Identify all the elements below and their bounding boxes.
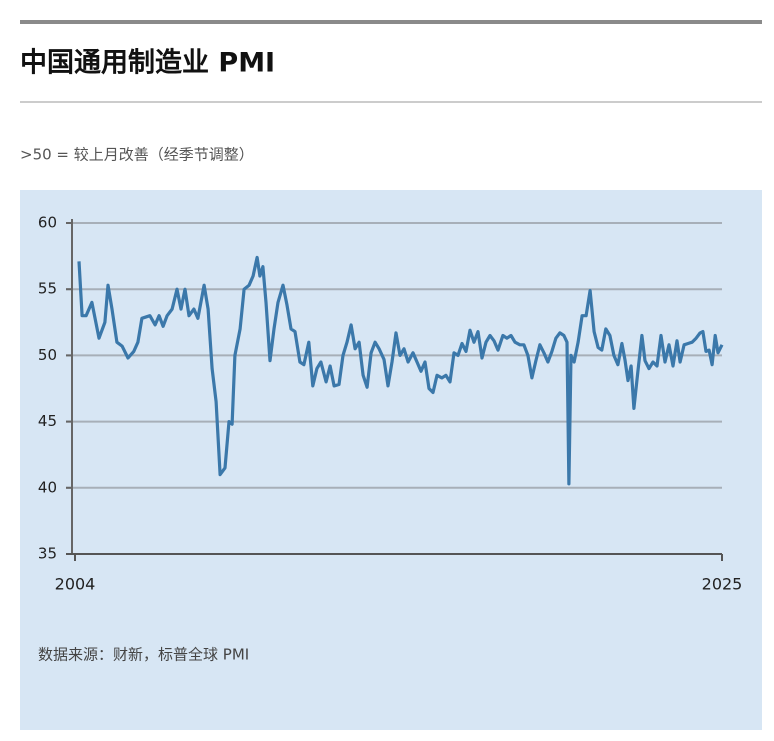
plot-panel	[20, 190, 762, 730]
y-tick-label: 45	[38, 412, 57, 430]
y-tick-label: 40	[38, 478, 57, 496]
y-tick-label: 60	[38, 214, 57, 232]
top-rule	[20, 20, 762, 24]
x-tick-label: 2004	[55, 575, 96, 594]
chart-title: 中国通用制造业 PMI	[20, 48, 275, 79]
source: 数据来源：财新，标普全球 PMI	[38, 646, 249, 664]
x-tick-label: 2025	[702, 575, 743, 594]
y-tick-label: 35	[38, 545, 57, 563]
y-tick-label: 50	[38, 346, 57, 364]
y-tick-label: 55	[38, 280, 57, 298]
line-series	[77, 255, 724, 486]
subtitle: >50 = 较上月改善（经季节调整）	[20, 146, 254, 164]
